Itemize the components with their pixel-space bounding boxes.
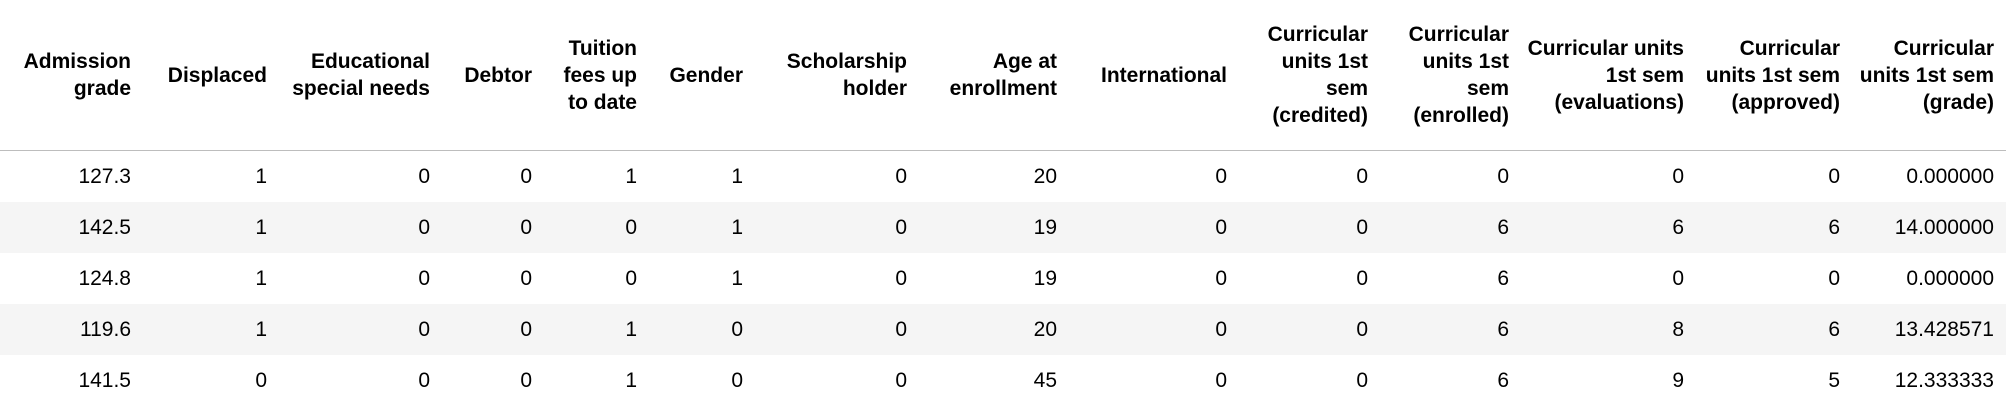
table-cell: 0	[520, 368, 532, 392]
table-cell: 0	[255, 368, 267, 392]
table-cell: 0	[1356, 317, 1368, 341]
table-row: 119.6 1 0 0 1 0 0 20 0 0 6 8 6 13.428571	[0, 304, 2006, 355]
table-cell: 0	[1215, 215, 1227, 239]
column-header: Scholarship holder	[755, 0, 919, 151]
table-cell: 0	[1356, 164, 1368, 188]
table-cell: 0	[625, 215, 637, 239]
table-cell: 0	[1356, 215, 1368, 239]
table-cell: 0.000000	[1906, 164, 1994, 188]
table-cell: 0	[895, 317, 907, 341]
table-cell: 14.000000	[1894, 215, 1994, 239]
table-cell: 1	[625, 164, 637, 188]
table-body: 127.3 1 0 0 1 1 0 20 0 0 0 0 0 0.000000 142.5 1 0 0 0 1 0 19 0…	[0, 151, 2006, 407]
table-cell: 1	[255, 317, 267, 341]
table-cell: 0	[418, 368, 430, 392]
table-cell: 6	[1672, 215, 1684, 239]
table-cell: 12.333333	[1894, 368, 1994, 392]
column-header: Educational special needs	[279, 0, 442, 151]
table-cell: 1	[255, 215, 267, 239]
column-header: Tuition fees up to date	[544, 0, 649, 151]
table-cell: 0	[520, 164, 532, 188]
table-cell: 141.5	[78, 368, 131, 392]
table-cell: 0	[418, 215, 430, 239]
table-row: 142.5 1 0 0 0 1 0 19 0 0 6 6 6 14.000000	[0, 202, 2006, 253]
table-cell: 0	[1215, 266, 1227, 290]
table-cell: 0	[731, 317, 743, 341]
table-cell: 6	[1497, 215, 1509, 239]
column-header: Age at enrollment	[919, 0, 1069, 151]
table-cell: 0	[1356, 266, 1368, 290]
table-row: 124.8 1 0 0 0 1 0 19 0 0 6 0 0 0.000000	[0, 253, 2006, 304]
table-cell: 1	[731, 215, 743, 239]
column-header: Displaced	[143, 0, 279, 151]
table-cell: 124.8	[78, 266, 131, 290]
table-cell: 127.3	[78, 164, 131, 188]
table-cell: 0	[895, 215, 907, 239]
column-header: Curricular units 1st sem (evaluations)	[1521, 0, 1696, 151]
table-cell: 0	[731, 368, 743, 392]
table-cell: 1	[625, 317, 637, 341]
header-row: Admission grade Displaced Educational spec…	[0, 0, 2006, 151]
table-cell: 9	[1672, 368, 1684, 392]
column-header: International	[1069, 0, 1239, 151]
table-cell: 19	[1033, 215, 1057, 239]
table-cell: 0	[1215, 368, 1227, 392]
table-header: Admission grade Displaced Educational spec…	[0, 0, 2006, 151]
table-cell: 1	[255, 164, 267, 188]
table-row: 127.3 1 0 0 1 1 0 20 0 0 0 0 0 0.000000	[0, 151, 2006, 203]
table-cell: 0	[520, 317, 532, 341]
table-cell: 0	[1356, 368, 1368, 392]
table-cell: 0	[520, 266, 532, 290]
table-cell: 142.5	[78, 215, 131, 239]
table-cell: 1	[731, 266, 743, 290]
table-cell: 0	[1672, 266, 1684, 290]
table-cell: 0	[418, 317, 430, 341]
table-cell: 0	[895, 368, 907, 392]
table-cell: 119.6	[80, 317, 131, 341]
column-header: Curricular units 1st sem (grade)	[1852, 0, 2006, 151]
table-cell: 0	[625, 266, 637, 290]
table-cell: 0	[895, 266, 907, 290]
table-row: 141.5 0 0 0 1 0 0 45 0 0 6 9 5 12.333333	[0, 355, 2006, 406]
table-cell: 13.428571	[1894, 317, 1994, 341]
table-cell: 20	[1033, 317, 1057, 341]
table-cell: 0	[1828, 164, 1840, 188]
table-cell: 6	[1828, 317, 1840, 341]
column-header: Gender	[649, 0, 755, 151]
table-cell: 6	[1497, 317, 1509, 341]
table-cell: 0	[1215, 317, 1227, 341]
table-cell: 45	[1033, 368, 1057, 392]
column-header: Curricular units 1st sem (enrolled)	[1380, 0, 1521, 151]
table-cell: 0	[1497, 164, 1509, 188]
table-cell: 0	[418, 266, 430, 290]
table-cell: 0	[895, 164, 907, 188]
table-cell: 0	[1828, 266, 1840, 290]
table-cell: 0	[1215, 164, 1227, 188]
table-cell: 19	[1033, 266, 1057, 290]
table-cell: 1	[625, 368, 637, 392]
table-cell: 0	[520, 215, 532, 239]
table-cell: 0	[418, 164, 430, 188]
column-header: Debtor	[442, 0, 544, 151]
column-header: Curricular units 1st sem (credited)	[1239, 0, 1380, 151]
table-cell: 8	[1672, 317, 1684, 341]
column-header: Curricular units 1st sem (approved)	[1696, 0, 1852, 151]
column-header: Admission grade	[0, 0, 143, 151]
table-cell: 20	[1033, 164, 1057, 188]
table-cell: 1	[731, 164, 743, 188]
table-cell: 0	[1672, 164, 1684, 188]
table-cell: 6	[1828, 215, 1840, 239]
table-cell: 1	[255, 266, 267, 290]
table-cell: 5	[1828, 368, 1840, 392]
table-cell: 0.000000	[1906, 266, 1994, 290]
table-cell: 6	[1497, 368, 1509, 392]
data-table: Admission grade Displaced Educational spec…	[0, 0, 2006, 407]
table-cell: 6	[1497, 266, 1509, 290]
